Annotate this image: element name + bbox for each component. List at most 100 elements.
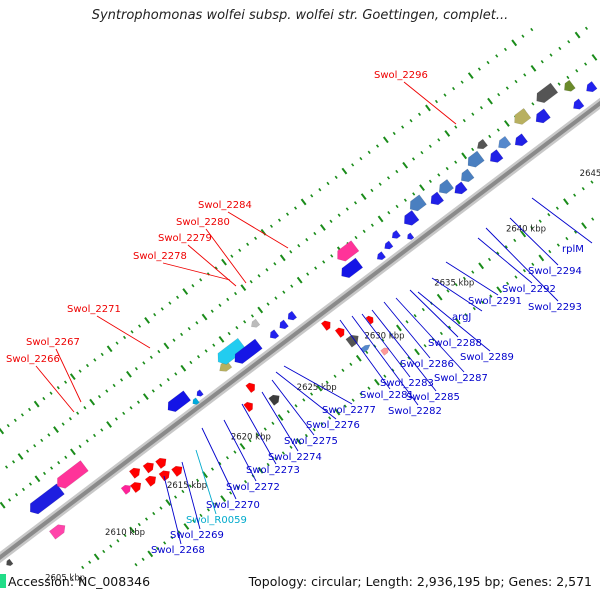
gene-label[interactable]: Swol_2286 <box>400 359 454 370</box>
gene-arrow[interactable] <box>277 319 289 331</box>
gene-label[interactable]: Swol_2278 <box>133 251 187 262</box>
tick-mark <box>549 53 553 57</box>
tick-mark <box>81 565 85 570</box>
tick-mark <box>49 391 53 395</box>
gene-label[interactable]: argJ <box>452 312 471 323</box>
gene-label[interactable]: Swol_2271 <box>67 304 121 315</box>
gene-arrow[interactable] <box>533 108 551 126</box>
gene-arrow[interactable] <box>380 346 391 356</box>
gene-label[interactable]: Swol_2289 <box>460 352 514 363</box>
gene-label[interactable]: Swol_2284 <box>198 200 252 211</box>
gene-arrow[interactable] <box>345 332 362 348</box>
gene-label[interactable]: Swol_2285 <box>406 392 460 403</box>
tick-mark <box>556 243 560 247</box>
gene-arrow[interactable] <box>475 138 489 151</box>
gene-arrow[interactable] <box>406 232 415 241</box>
gene-arrow[interactable] <box>401 210 420 228</box>
gene-label[interactable]: Swol_2272 <box>226 482 280 493</box>
gene-arrow[interactable] <box>375 251 386 262</box>
gene-arrow[interactable] <box>365 314 376 325</box>
gene-arrow[interactable] <box>464 150 485 170</box>
gene-label[interactable]: Swol_2292 <box>502 284 556 295</box>
gene-arrow[interactable] <box>512 133 529 149</box>
gene-label[interactable]: Swol_2283 <box>380 378 434 389</box>
gene-arrow[interactable] <box>334 326 347 338</box>
gene-labels[interactable]: Swol_2296 Swol_2284 Swol_2280 Swol_2279 Swol… <box>6 70 593 556</box>
gene-arrow[interactable] <box>245 381 258 394</box>
gene-arrow[interactable] <box>249 318 261 329</box>
gene-arrow[interactable] <box>214 337 247 367</box>
gene-arrow[interactable] <box>406 194 427 214</box>
gene-arrow[interactable] <box>338 257 364 281</box>
gene-label[interactable]: Swol_2273 <box>246 465 300 476</box>
gene-arrow[interactable] <box>129 480 143 494</box>
gene-arrow[interactable] <box>144 473 158 487</box>
gene-arrow[interactable] <box>128 465 142 479</box>
gene-label[interactable]: Swol_2266 <box>6 354 60 365</box>
gene-arrow[interactable] <box>191 397 200 406</box>
gene-arrow[interactable] <box>382 240 394 251</box>
gene-label[interactable]: Swol_2269 <box>170 530 224 541</box>
tick-mark <box>314 266 318 270</box>
gene-label[interactable]: Swol_2277 <box>322 405 376 416</box>
gene-arrow[interactable] <box>171 463 184 477</box>
gene-arrow[interactable] <box>268 329 280 341</box>
gene-label[interactable]: Swol_R0059 <box>186 515 247 526</box>
gene-features[interactable] <box>5 0 600 567</box>
tick-mark <box>448 325 452 329</box>
gene-label[interactable]: rplM <box>562 244 584 255</box>
tick-mark <box>496 286 503 294</box>
gene-arrow[interactable] <box>487 149 504 166</box>
gene-label[interactable]: Swol_2282 <box>388 406 442 417</box>
gene-arrow[interactable] <box>286 310 298 322</box>
gene-arrow[interactable] <box>495 135 512 151</box>
gene-label[interactable]: Swol_2291 <box>468 296 522 307</box>
gene-label[interactable]: Swol_2267 <box>26 337 80 348</box>
gene-arrow[interactable] <box>452 181 468 197</box>
gene-label[interactable]: Swol_2296 <box>374 70 428 81</box>
gene-arrow[interactable] <box>195 389 204 398</box>
gene-label[interactable]: Swol_2293 <box>528 302 582 313</box>
gene-arrow[interactable] <box>5 558 14 567</box>
gene-label[interactable]: Swol_2276 <box>306 420 360 431</box>
gene-label[interactable]: Swol_2294 <box>528 266 582 277</box>
gene-label[interactable]: Swol_2287 <box>434 373 488 384</box>
gene-arrow[interactable] <box>436 179 455 196</box>
gene-arrow[interactable] <box>164 390 192 415</box>
gene-arrow[interactable] <box>428 191 445 208</box>
gene-arrow[interactable] <box>48 522 68 540</box>
tick-mark <box>481 300 485 305</box>
gene-arrow[interactable] <box>334 240 360 265</box>
tick-mark <box>199 513 203 518</box>
gene-arrow[interactable] <box>243 400 256 413</box>
gene-arrow[interactable] <box>231 338 263 367</box>
gene-arrow[interactable] <box>155 455 168 469</box>
gene-arrow[interactable] <box>511 107 532 127</box>
gene-label[interactable]: Swol_2274 <box>268 452 322 463</box>
gene-label[interactable]: Swol_2268 <box>151 545 205 556</box>
tick-mark <box>218 461 222 466</box>
gene-arrow[interactable] <box>561 79 576 94</box>
gene-arrow[interactable] <box>142 460 156 474</box>
tick-mark <box>220 495 227 503</box>
gene-arrow[interactable] <box>571 98 585 112</box>
gene-label[interactable]: Swol_2270 <box>206 500 260 511</box>
gene-arrow[interactable] <box>390 229 401 240</box>
gene-label[interactable]: Swol_2288 <box>428 338 482 349</box>
gene-label[interactable]: Swol_2275 <box>284 436 338 447</box>
gene-arrow[interactable] <box>158 468 172 482</box>
gene-label[interactable]: Swol_2280 <box>176 217 230 228</box>
gene-arrow[interactable] <box>268 392 282 406</box>
gene-arrow[interactable] <box>320 319 333 331</box>
gene-arrow[interactable] <box>120 483 133 495</box>
gene-label[interactable]: Swol_2281 <box>360 390 414 401</box>
tick-mark <box>13 418 17 422</box>
gene-arrow[interactable] <box>533 82 559 106</box>
gene-arrow[interactable] <box>458 168 475 185</box>
gene-arrow[interactable] <box>53 460 89 492</box>
tick-mark <box>236 485 240 490</box>
tick-mark <box>246 242 250 246</box>
gene-arrow[interactable] <box>584 81 598 94</box>
gene-label[interactable]: Swol_2279 <box>158 233 212 244</box>
